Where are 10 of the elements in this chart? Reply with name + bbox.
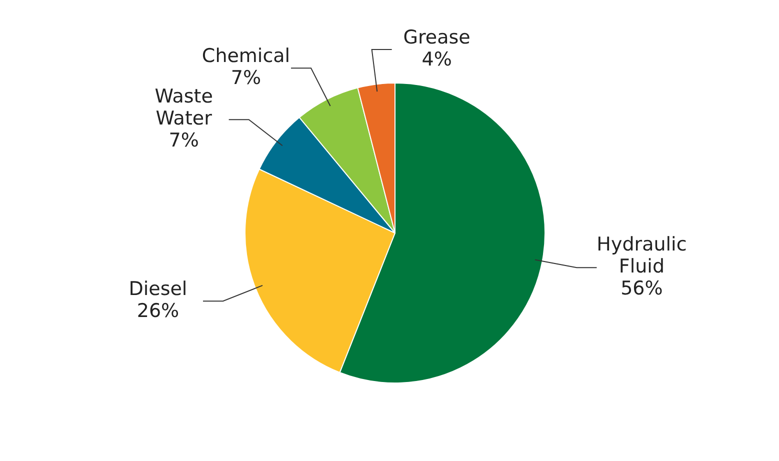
data-label: 7%	[168, 130, 199, 152]
data-label: 56%	[620, 278, 663, 300]
slice-label: Waste Water	[154, 86, 213, 130]
slice-label: Hydraulic Fluid	[596, 234, 687, 278]
slice-label: Diesel	[128, 278, 188, 300]
data-label: 7%	[230, 67, 262, 90]
slice-label: Chemical	[202, 45, 290, 68]
data-label: 26%	[136, 300, 180, 322]
slice-label: Grease	[403, 26, 470, 49]
data-label: 4%	[422, 48, 452, 71]
